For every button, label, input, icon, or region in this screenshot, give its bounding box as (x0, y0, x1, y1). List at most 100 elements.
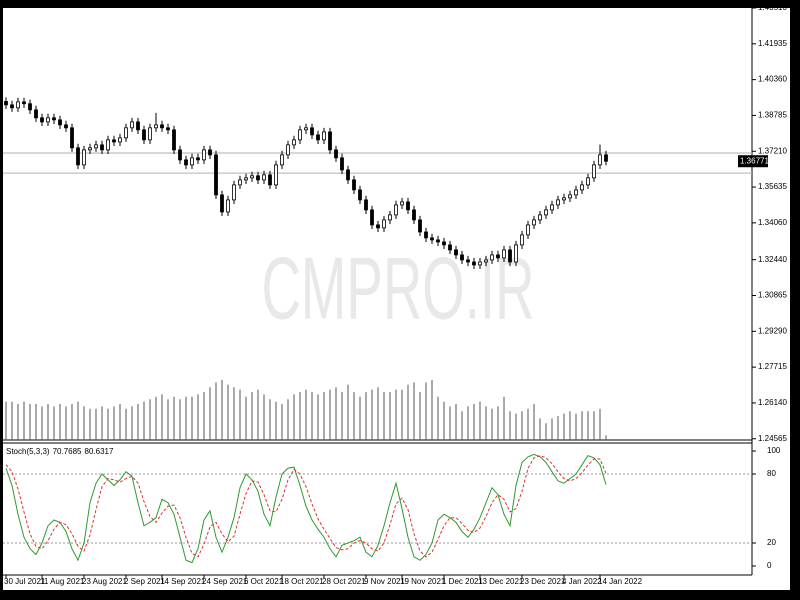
candle-body (436, 239, 440, 243)
candle-body (262, 174, 266, 181)
current-price-box (738, 155, 768, 168)
candle-body (376, 224, 380, 229)
candle-body (448, 244, 452, 251)
candle-body (34, 109, 38, 119)
candle-body (298, 129, 302, 141)
candle-body (10, 104, 14, 109)
candle-body (58, 119, 62, 126)
candle-body (70, 127, 74, 149)
x-tick-label: 14 Jan 2022 (598, 577, 643, 586)
candle-body (382, 219, 386, 229)
candle-body (286, 144, 290, 156)
y-tick-label: 1.37210 (758, 146, 787, 155)
x-tick-label: 30 Jul 2021 (4, 577, 46, 586)
candle-body (400, 201, 404, 206)
candle-body (358, 189, 362, 201)
x-tick-label: 28 Oct 2021 (322, 577, 366, 586)
candle-body (22, 101, 26, 105)
chart-background (3, 8, 790, 590)
candle-body (100, 144, 104, 151)
candle-body (490, 254, 494, 261)
candle-body (412, 209, 416, 221)
candle-body (52, 117, 56, 121)
candle-body (214, 154, 218, 196)
candle-body (112, 139, 116, 143)
candle-body (604, 154, 608, 162)
y-tick-label: 80 (767, 469, 776, 478)
candle-body (268, 174, 272, 186)
candle-body (526, 224, 530, 236)
indicator-signal-value: 80.6317 (85, 447, 114, 456)
y-tick-label: 1.41935 (758, 39, 787, 48)
candle-body (496, 254, 500, 259)
candle-body (328, 131, 332, 151)
candle-body (64, 124, 68, 129)
candle-body (190, 157, 194, 166)
indicator-line (5, 453, 607, 564)
candle-body (424, 231, 428, 239)
x-tick-label: 6 Oct 2021 (244, 577, 284, 586)
candle-body (238, 179, 242, 186)
candle-body (316, 134, 320, 141)
candle-body (154, 124, 158, 129)
candle-body (478, 261, 482, 266)
y-tick-label: 1.43510 (758, 3, 787, 12)
current-price-label: 1.36771 (740, 156, 769, 165)
candle-body (418, 219, 422, 233)
candle-body (352, 179, 356, 191)
y-tick-label: 1.40360 (758, 75, 787, 84)
candle-body (532, 219, 536, 226)
candle-body (250, 175, 254, 179)
candle-body (460, 254, 464, 261)
candle-body (142, 129, 146, 141)
x-tick-label: 19 Nov 2021 (400, 577, 446, 586)
candle-body (4, 101, 8, 106)
candle-body (442, 241, 446, 246)
x-tick-label: 14 Sep 2021 (160, 577, 206, 586)
candle-body (16, 101, 20, 109)
candle-body (484, 259, 488, 263)
y-tick-label: 100 (767, 446, 781, 455)
candle-body (334, 149, 338, 159)
candle-body (394, 204, 398, 216)
candle-body (94, 144, 98, 149)
candle-body (28, 103, 32, 111)
x-tick-label: 1 Dec 2021 (442, 577, 483, 586)
candle-body (118, 137, 122, 143)
candle-body (346, 169, 350, 181)
candle-body (178, 149, 182, 161)
candle-body (166, 127, 170, 131)
y-tick-label: 1.27715 (758, 362, 787, 371)
candle-body (514, 244, 518, 263)
x-tick-label: 24 Sep 2021 (202, 577, 248, 586)
candle-body (322, 131, 326, 141)
candle-body (580, 184, 584, 191)
candle-body (430, 237, 434, 241)
candle-body (502, 249, 506, 259)
y-tick-label: 1.29290 (758, 326, 787, 335)
x-tick-label: 13 Dec 2021 (478, 577, 524, 586)
y-tick-label: 1.30865 (758, 291, 787, 300)
candle-body (388, 214, 392, 221)
indicator-main-value: 70.7685 (53, 447, 82, 456)
candle-body (556, 199, 560, 206)
candle-body (184, 159, 188, 166)
candle-body (196, 157, 200, 161)
candle-body (76, 147, 80, 166)
y-tick-label: 0 (767, 561, 772, 570)
indicator-line (5, 455, 607, 558)
candle-body (106, 139, 110, 151)
candle-body (340, 157, 344, 171)
x-tick-label: 4 Jan 2022 (562, 577, 602, 586)
candle-body (40, 117, 44, 123)
candle-body (544, 209, 548, 216)
candle-body (220, 194, 224, 213)
watermark: CMPRO.IR (262, 238, 535, 337)
candle-body (82, 149, 86, 166)
y-tick-label: 1.32440 (758, 255, 787, 264)
y-tick-label: 20 (767, 538, 776, 547)
candle-body (598, 154, 602, 166)
candle-body (370, 209, 374, 226)
